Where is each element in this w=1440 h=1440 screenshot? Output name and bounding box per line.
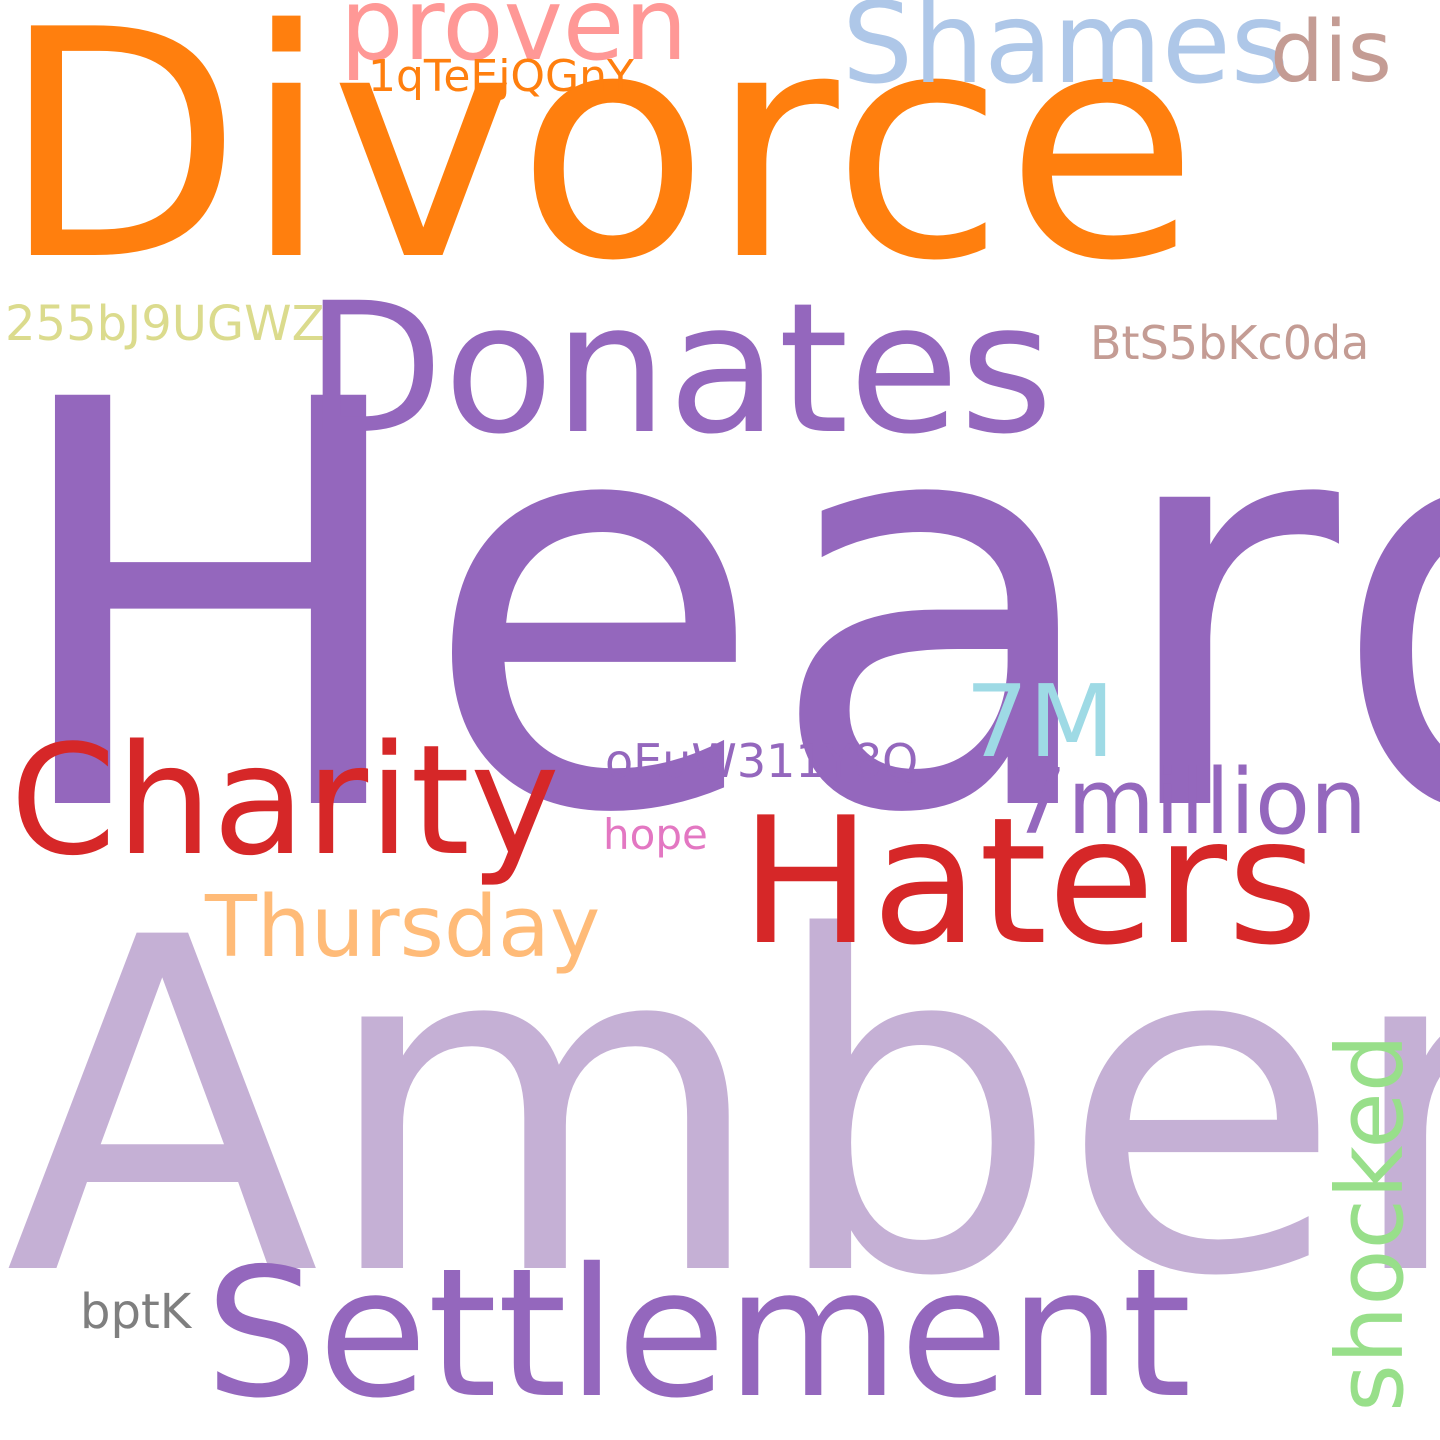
- word-divorce: Divorce: [0, 0, 1199, 330]
- word-charity: Charity: [10, 712, 560, 889]
- word-thursday: Thursday: [205, 878, 601, 977]
- word-bptk: bptK: [80, 1284, 192, 1340]
- word-255bj9ugwz: 255bJ9UGWZ: [5, 296, 325, 352]
- word-7million: 7million: [1010, 750, 1368, 855]
- word-hope: hope: [603, 810, 708, 859]
- word-1qteejqgny: 1qTeEjQGnY: [368, 51, 634, 102]
- word-haters: Haters: [740, 781, 1319, 984]
- word-oeuw311y8q: oEuW311Y8Q: [605, 734, 919, 788]
- word-settlement: Settlement: [205, 1230, 1192, 1437]
- word-amber: Amber: [5, 842, 1440, 1377]
- word-heard: Heard: [0, 284, 1440, 936]
- word-7m: 7M: [965, 663, 1115, 780]
- word-bts5bkc0da: BtS5bKc0da: [1090, 316, 1370, 370]
- word-donates: Donates: [305, 265, 1054, 474]
- word-dis: dis: [1270, 3, 1392, 102]
- word-proven: proven: [340, 0, 688, 83]
- word-shames: Shames: [842, 0, 1290, 109]
- word-shocked: shocked: [1317, 1033, 1424, 1412]
